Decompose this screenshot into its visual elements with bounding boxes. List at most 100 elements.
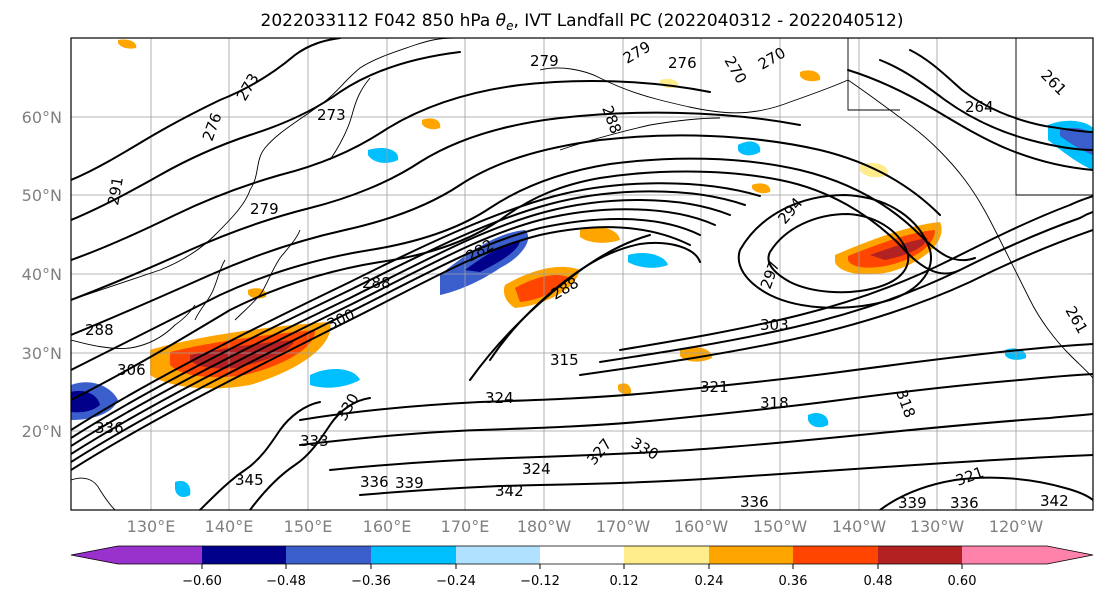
negative-anomaly-jet-core [465, 240, 520, 272]
contour-south-1 [299, 343, 1093, 421]
contour-jet-5 [71, 190, 746, 439]
contour-north-6 [71, 51, 461, 221]
contour-jet-6 [71, 182, 761, 431]
longitude-tick-label: 170°W [596, 517, 651, 536]
coastline-asia [71, 38, 456, 301]
positive-anomaly-mid [580, 227, 620, 243]
contour-label: 345 [235, 471, 264, 489]
contour-north-1 [71, 170, 961, 401]
contour-northeast-3 [909, 49, 1093, 133]
latitude-tick-label: 20°N [22, 422, 62, 441]
positive-anomaly-east-core [870, 238, 928, 260]
colorbar-tick-label: 0.36 [779, 574, 808, 589]
positive-anomaly-small-2 [422, 118, 441, 130]
contour-label: 318 [760, 394, 789, 412]
coastline-canada [1015, 38, 1093, 196]
colorbar-tick-label: −0.24 [436, 574, 476, 589]
colorbar-tick-label: −0.48 [266, 574, 306, 589]
contour-label: 336 [95, 419, 124, 437]
contour-south-4 [359, 454, 1093, 496]
longitude-tick-label: 180°W [517, 517, 572, 536]
contour-northeast-1 [847, 69, 1093, 171]
positive-anomaly-small-5 [752, 183, 771, 194]
longitude-tick-label: 130°W [910, 517, 965, 536]
colorbar-tick-label: 0.12 [610, 574, 639, 589]
colorbar-tick-label: −0.60 [182, 574, 222, 589]
colorbar-swatch [709, 546, 793, 564]
longitude-axis: 130°E 140°E 150°E 160°E 170°E 180°W 170°… [127, 517, 1044, 536]
contour-north-2 [71, 157, 976, 371]
longitude-tick-label: 150°W [753, 517, 808, 536]
longitude-tick-label: 130°E [127, 517, 176, 536]
contour-southeast-1 [879, 476, 1093, 510]
contour-label: 291 [104, 175, 127, 206]
contour-labels: 279 279 276 270 270 273 273 276 288 264 … [85, 38, 1091, 512]
contour-label: 279 [530, 52, 559, 70]
colorbar-extend-high [1047, 546, 1093, 564]
contour-jet-2 [71, 217, 701, 463]
contour-label: 288 [85, 321, 114, 339]
contour-label: 276 [668, 54, 697, 72]
contour-label: 264 [965, 98, 994, 116]
contour-label: 336 [740, 493, 769, 511]
contour-label: 273 [317, 106, 346, 124]
contour-label: 324 [485, 389, 514, 407]
colorbar-swatch [962, 546, 1047, 564]
contour-label: 321 [700, 378, 729, 396]
contour-label: 339 [395, 474, 424, 492]
contour-jet-4 [71, 199, 731, 447]
coastline-kamchatka [329, 77, 371, 161]
contour-loop-1 [737, 194, 932, 309]
positive-anomaly-central-red [515, 275, 568, 302]
colorbar-swatch [624, 546, 709, 564]
longitude-tick-label: 160°E [363, 517, 412, 536]
contour-label: 339 [898, 494, 927, 512]
contour-south-squiggle-2 [199, 401, 321, 510]
contour-label: 279 [250, 200, 279, 218]
negative-anomaly-gulf [738, 141, 761, 156]
contour-label: 315 [550, 351, 579, 369]
contour-east-2 [599, 211, 1093, 363]
latitude-tick-label: 60°N [22, 108, 62, 127]
contour-jet-1 [71, 226, 691, 471]
contour-label: 288 [362, 274, 391, 292]
contour-loop-2 [767, 213, 910, 294]
positive-anomaly-small-7 [800, 70, 821, 82]
theta-e-contours [71, 38, 1093, 510]
negative-anomaly-pacific [310, 368, 360, 388]
colorbar-outline [70, 545, 1094, 565]
longitude-tick-label: 150°E [284, 517, 333, 536]
contour-east-1 [619, 195, 1093, 351]
colorbar-swatch [878, 546, 962, 564]
shaded-anomalies [71, 39, 1093, 498]
colorbar-swatch [286, 546, 371, 564]
colorbar-tick-label: 0.24 [695, 574, 724, 589]
colorbar-extend-low [71, 546, 118, 564]
contour-north-3 [71, 134, 941, 336]
longitude-tick-label: 140°E [205, 517, 254, 536]
latitude-tick-label: 50°N [22, 186, 62, 205]
colorbar-swatch [540, 546, 624, 564]
colorbar: −0.60 −0.48 −0.36 −0.24 −0.12 0.12 0.24 … [70, 545, 1094, 589]
coastline-korea [194, 259, 226, 321]
colorbar-swatch [202, 546, 286, 564]
contour-ridge-2 [469, 234, 651, 381]
latitude-tick-label: 30°N [22, 344, 62, 363]
contour-label: 336 [950, 494, 979, 512]
colorbar-tick-label: −0.12 [520, 574, 560, 589]
contour-north-5 [71, 79, 711, 261]
map-panel: 279 279 276 270 270 273 273 276 288 264 … [70, 37, 1094, 512]
colorbar-swatch [793, 546, 878, 564]
colorbar-swatch [371, 546, 456, 564]
colorbar-tick-label: 0.60 [948, 574, 977, 589]
longitude-tick-label: 160°W [674, 517, 729, 536]
map-frame [70, 37, 1094, 511]
contour-east-3 [579, 229, 1093, 376]
negative-anomaly-north [368, 148, 399, 163]
longitude-tick-label: 170°E [441, 517, 490, 536]
negative-anomaly-sub [628, 253, 668, 268]
colorbar-swatch [118, 546, 202, 564]
contour-northeast-2 [879, 59, 1093, 151]
negative-anomaly-east-core [1060, 127, 1093, 155]
